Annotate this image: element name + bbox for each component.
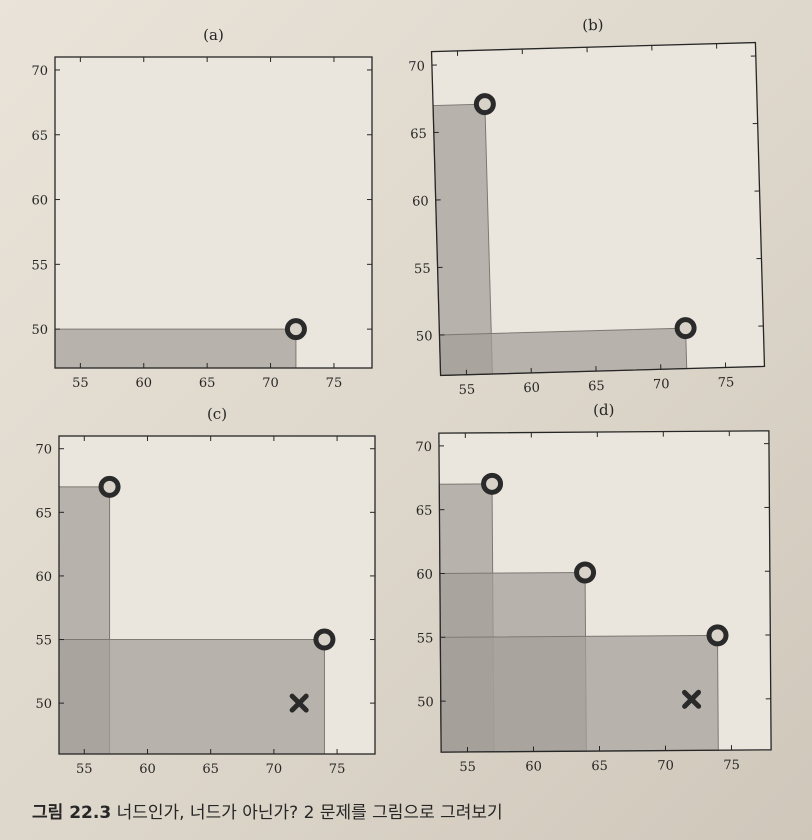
y-tick-label: 60	[412, 194, 429, 209]
x-tick-label: 70	[266, 762, 283, 777]
point-x-marker	[289, 693, 309, 713]
x-tick-label: 65	[199, 376, 216, 391]
y-tick-label: 55	[31, 258, 48, 273]
y-tick-label: 70	[415, 440, 432, 455]
x-tick-label: 55	[76, 762, 93, 777]
plot-area	[431, 42, 765, 376]
region-rect	[439, 634, 719, 753]
y-tick-label: 55	[417, 631, 434, 646]
x-tick-label: 70	[262, 376, 279, 391]
region-rect	[54, 328, 297, 369]
panel-label: (d)	[593, 401, 614, 419]
chart-panel-a: 55 60 65 70 75 50 55 60 65 70 (a)	[31, 26, 373, 391]
x-tick-label: 75	[723, 758, 740, 773]
x-tick-label: 60	[523, 381, 540, 396]
point-circle-marker	[473, 93, 496, 116]
figure-caption: 그림 22.3 너드인가, 너드가 아닌가? 2 문제를 그림으로 그려보기	[32, 798, 792, 823]
x-tick-label: 70	[657, 759, 674, 774]
point-circle-marker	[674, 317, 697, 340]
x-tick-label: 55	[72, 376, 89, 391]
y-tick-label: 70	[408, 59, 425, 74]
y-tick-label: 50	[31, 323, 48, 338]
point-circle-marker	[284, 318, 307, 341]
panel-label: (a)	[203, 26, 224, 44]
caption-text: 너드인가, 너드가 아닌가? 2 문제를 그림으로 그려보기	[116, 803, 503, 823]
plot-frame	[58, 435, 376, 755]
y-tick-label: 65	[31, 129, 48, 144]
x-tick-label: 60	[135, 376, 152, 391]
point-circle-marker	[481, 472, 504, 495]
y-tick-label: 65	[410, 127, 427, 142]
x-tick-label: 60	[139, 762, 156, 777]
y-tick-label: 50	[417, 695, 434, 710]
x-tick-label: 65	[588, 379, 605, 394]
y-tick-label: 70	[31, 64, 48, 79]
y-tick-label: 60	[416, 568, 433, 583]
x-tick-label: 55	[459, 760, 476, 775]
x-tick-label: 75	[718, 375, 735, 390]
caption-label: 그림 22.3	[32, 803, 112, 823]
x-tick-label: 55	[458, 383, 475, 398]
y-tick-label: 55	[35, 634, 52, 649]
plot-frame	[438, 430, 772, 753]
plot-frame	[54, 56, 373, 369]
x-tick-label: 65	[202, 762, 219, 777]
y-tick-label: 60	[35, 570, 52, 585]
x-tick-label: 75	[329, 762, 346, 777]
plot-area	[55, 57, 372, 368]
region-rect	[58, 639, 325, 755]
x-tick-label: 60	[525, 759, 542, 774]
panel-label: (c)	[207, 405, 227, 423]
panel-label: (b)	[582, 16, 604, 35]
chart-panel-c: 55 60 65 70 75 50 55 60 65 70 (c)	[35, 405, 376, 777]
y-tick-label: 65	[416, 504, 433, 519]
y-tick-label: 50	[416, 329, 433, 344]
x-tick-label: 75	[326, 376, 343, 391]
y-tick-label: 55	[414, 262, 431, 277]
point-circle-marker	[313, 628, 336, 651]
plot-frame	[430, 41, 766, 377]
chart-panel-d: 55 60 65 70 75 50 55 60 65 70 (d)	[415, 401, 772, 775]
y-tick-label: 60	[31, 194, 48, 209]
y-tick-label: 65	[35, 506, 52, 521]
x-tick-label: 70	[653, 377, 670, 392]
region-rect	[438, 327, 688, 376]
point-circle-marker	[98, 475, 121, 498]
chart-panel-b: 55 60 65 70 75 50 55 60 65 70 (b)	[408, 16, 766, 398]
point-circle-marker	[574, 561, 597, 584]
point-circle-marker	[706, 624, 729, 647]
x-tick-label: 65	[591, 759, 608, 774]
y-tick-label: 70	[35, 443, 52, 458]
point-x-marker	[682, 689, 702, 709]
y-tick-label: 50	[35, 697, 52, 712]
